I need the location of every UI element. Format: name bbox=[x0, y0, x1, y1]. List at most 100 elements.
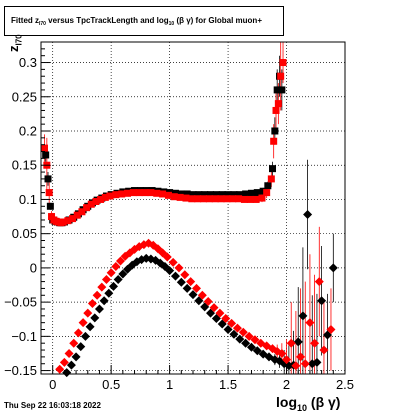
data-point-diamond bbox=[162, 252, 172, 262]
y-axis-label: zI70 bbox=[6, 34, 24, 52]
y-tick-label: 0.15 bbox=[12, 158, 37, 173]
data-point-square bbox=[263, 189, 271, 197]
data-point-square bbox=[135, 189, 143, 197]
data-point-diamond bbox=[73, 328, 83, 338]
data-point-square bbox=[267, 175, 275, 183]
data-point-diamond bbox=[310, 338, 320, 348]
data-point-square bbox=[253, 189, 261, 197]
data-point-diamond bbox=[168, 257, 178, 267]
data-point-diamond bbox=[99, 296, 109, 306]
data-point-diamond bbox=[282, 355, 292, 365]
data-point-square bbox=[217, 195, 225, 203]
data-point-diamond bbox=[197, 290, 207, 300]
data-point-square bbox=[246, 195, 254, 203]
data-point-diamond bbox=[326, 325, 336, 335]
y-tick-label: 0.25 bbox=[12, 89, 37, 104]
data-point-diamond bbox=[305, 318, 315, 328]
data-point-square bbox=[87, 200, 95, 208]
data-point-diamond bbox=[303, 210, 313, 220]
data-point-square bbox=[273, 86, 281, 94]
data-point-square bbox=[46, 202, 54, 210]
data-point-diamond bbox=[97, 282, 107, 292]
data-point-square bbox=[41, 144, 49, 152]
data-point-diamond bbox=[250, 335, 260, 345]
data-point-square bbox=[240, 195, 248, 203]
x-tick-label: 1 bbox=[166, 377, 173, 392]
data-point-diamond bbox=[108, 281, 118, 291]
data-point-square bbox=[73, 211, 81, 219]
data-point-diamond bbox=[317, 296, 327, 306]
data-point-diamond bbox=[314, 277, 324, 287]
data-point-square bbox=[223, 195, 231, 203]
data-point-square bbox=[124, 189, 132, 197]
data-point-square bbox=[278, 86, 286, 94]
y-tick-label: 0.05 bbox=[12, 226, 37, 241]
data-point-square bbox=[230, 191, 238, 199]
data-point-square bbox=[201, 191, 209, 199]
data-point-diamond bbox=[87, 298, 97, 308]
data-point-diamond bbox=[293, 337, 303, 347]
x-axis-label: log10 (β γ) bbox=[276, 394, 341, 413]
data-point-diamond bbox=[328, 263, 338, 273]
data-point-square bbox=[236, 191, 244, 199]
data-point-square bbox=[83, 204, 91, 212]
data-point-diamond bbox=[244, 331, 254, 341]
data-point-diamond bbox=[188, 290, 198, 300]
data-point-diamond bbox=[298, 311, 308, 321]
data-point-diamond bbox=[252, 346, 262, 356]
data-point-square bbox=[218, 191, 226, 199]
data-point-diamond bbox=[118, 269, 128, 279]
data-point-diamond bbox=[158, 248, 168, 258]
data-point-diamond bbox=[291, 361, 301, 371]
data-point-square bbox=[274, 100, 282, 108]
data-point-square bbox=[101, 193, 109, 201]
data-point-diamond bbox=[221, 314, 231, 324]
data-point-diamond bbox=[232, 323, 242, 333]
data-point-square bbox=[176, 193, 184, 201]
data-point-diamond bbox=[319, 345, 329, 355]
data-point-square bbox=[272, 106, 280, 114]
data-point-diamond bbox=[277, 348, 287, 358]
data-point-diamond bbox=[111, 262, 121, 272]
data-point-square bbox=[252, 195, 260, 203]
data-point-diamond bbox=[165, 266, 175, 276]
x-tick-label: 0 bbox=[49, 377, 56, 392]
y-tick-label: −0.1 bbox=[11, 329, 37, 344]
data-point-diamond bbox=[176, 277, 186, 287]
data-point-diamond bbox=[180, 270, 190, 280]
data-point-diamond bbox=[78, 318, 88, 328]
data-point-diamond bbox=[296, 352, 306, 362]
data-point-diamond bbox=[223, 325, 233, 335]
chart-title: Fitted zI70 versus TpcTrackLength and lo… bbox=[11, 16, 262, 27]
data-point-diamond bbox=[215, 308, 225, 318]
data-point-diamond bbox=[192, 283, 202, 293]
data-point-diamond bbox=[106, 268, 116, 278]
data-point-square bbox=[264, 182, 272, 190]
data-point-square bbox=[141, 189, 149, 197]
data-point-diamond bbox=[137, 255, 147, 265]
data-point-square bbox=[45, 189, 53, 197]
data-point-diamond bbox=[92, 290, 102, 300]
data-point-square bbox=[129, 189, 137, 197]
x-tick-label: 2.5 bbox=[336, 377, 354, 392]
data-point-square bbox=[247, 189, 255, 197]
data-point-square bbox=[147, 189, 155, 197]
data-point-square bbox=[153, 189, 161, 197]
data-point-square bbox=[164, 191, 172, 199]
data-point-diamond bbox=[174, 263, 184, 273]
tick-labels: 0 0.5 1 1.5 2 2.5 −0.15 −0.1 −0.05 0 0.05 0.1 0.15 0.… bbox=[4, 55, 354, 392]
data-point-square bbox=[269, 165, 277, 173]
y-tick-label: 0 bbox=[30, 260, 37, 275]
data-point-square bbox=[106, 192, 114, 200]
y-tick-label: −0.15 bbox=[4, 363, 37, 378]
data-point-square bbox=[200, 195, 208, 203]
data-point-square bbox=[224, 191, 232, 199]
x-tick-label: 2 bbox=[283, 377, 290, 392]
data-point-diamond bbox=[69, 338, 79, 348]
data-point-diamond bbox=[55, 364, 65, 374]
data-point-diamond bbox=[66, 360, 76, 370]
data-point-square bbox=[97, 195, 105, 203]
data-point-diamond bbox=[76, 342, 86, 352]
data-markers bbox=[41, 59, 338, 378]
